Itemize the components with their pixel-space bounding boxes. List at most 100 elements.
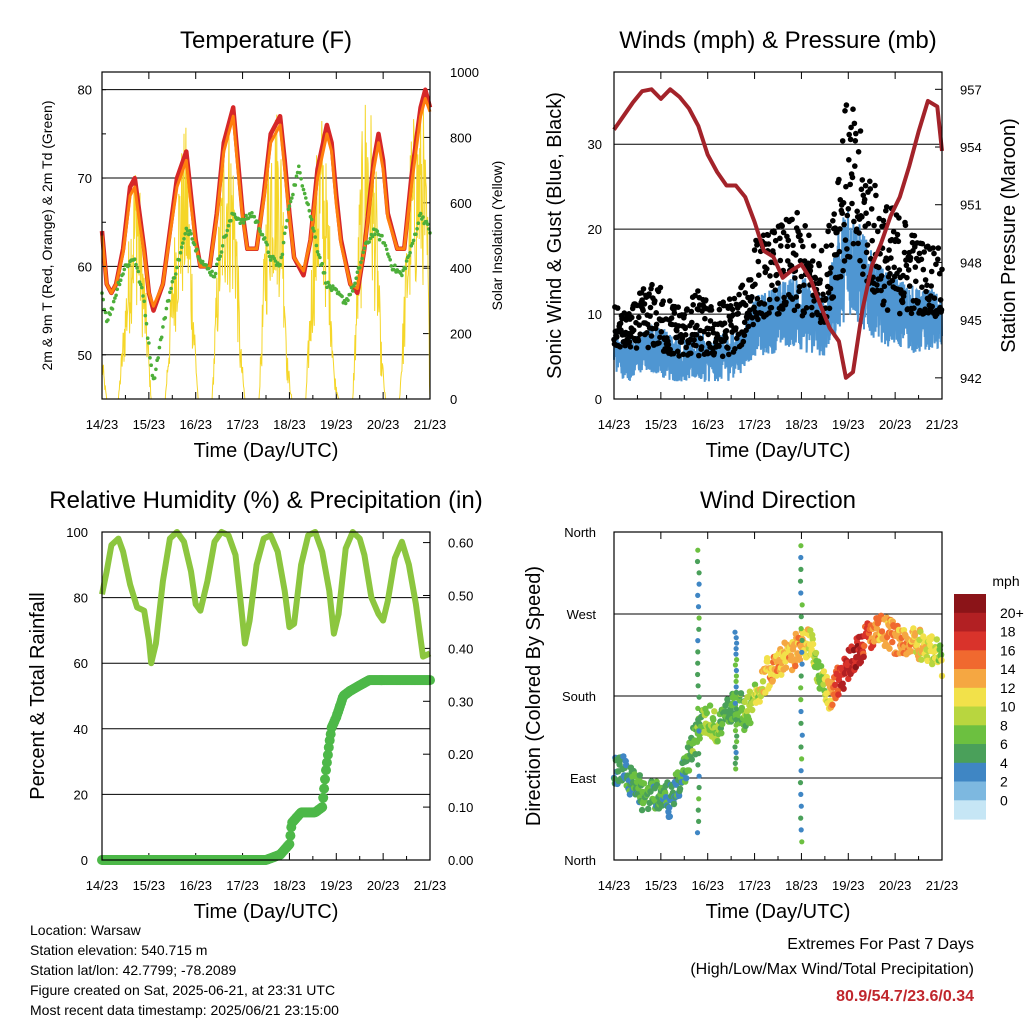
gust-point (844, 212, 851, 219)
gust-point (852, 163, 858, 169)
gust-point (816, 262, 822, 269)
dewpoint-point (212, 274, 217, 279)
gust-point (765, 232, 771, 238)
gust-point (830, 294, 837, 300)
direction-point (737, 690, 745, 697)
dewpoint-point (159, 335, 164, 340)
y-tick-label: 70 (78, 171, 92, 186)
dewpoint-point (354, 276, 359, 281)
dewpoint-point (414, 232, 418, 236)
x-tick-label: 19/23 (320, 878, 353, 893)
dewpoint-point (168, 290, 172, 295)
dewpoint-point (263, 236, 267, 240)
y2-tick-label: 0.20 (448, 747, 473, 762)
dewpoint-point (179, 245, 184, 249)
direction-point (695, 547, 701, 553)
direction-point (623, 761, 630, 769)
dewpoint-point (293, 183, 298, 187)
gust-point (680, 351, 687, 358)
gust-point (771, 229, 778, 236)
gust-point (741, 319, 748, 326)
x-tick-label: 15/23 (133, 417, 166, 432)
gust-point (689, 319, 695, 326)
gust-point (749, 294, 755, 300)
gust-point (823, 295, 829, 302)
dewpoint-point (350, 289, 355, 293)
gust-point (648, 333, 655, 339)
direction-point (817, 663, 825, 670)
gust-point (707, 318, 714, 324)
direction-point (787, 652, 795, 659)
gust-point (619, 316, 625, 322)
direction-point (732, 728, 739, 734)
gust-point (751, 304, 757, 311)
direction-point (799, 637, 805, 644)
dewpoint-point (297, 164, 301, 169)
gust-point (653, 321, 660, 328)
created-text: Figure created on Sat, 2025-06-21, at 23… (30, 982, 336, 998)
gust-point (796, 288, 802, 295)
direction-point (626, 791, 634, 798)
dewpoint-point (346, 298, 350, 303)
dewpoint-point (424, 219, 429, 224)
direction-point (798, 685, 804, 691)
colorbar-tick-label: 18 (1000, 624, 1016, 640)
gust-point (679, 335, 686, 342)
recent-data-text: Most recent data timestamp: 2025/06/21 2… (30, 1002, 339, 1018)
x-tick-label: 20/23 (367, 417, 400, 432)
gust-point (863, 249, 870, 256)
y2-tick-label: 945 (960, 313, 982, 328)
colorbar-swatch (954, 800, 986, 820)
gust-point (848, 124, 854, 131)
gust-point (850, 106, 856, 112)
gust-point (921, 249, 927, 255)
gust-point (777, 257, 784, 264)
gust-point (644, 330, 650, 336)
plot-frame (613, 531, 943, 861)
direction-point (878, 628, 886, 635)
chart-title: Winds (mph) & Pressure (mb) (619, 27, 936, 54)
dewpoint-point (169, 286, 173, 291)
gust-point (889, 277, 896, 284)
gust-point (674, 327, 680, 334)
gust-point (930, 245, 936, 251)
gust-point (794, 303, 801, 309)
gust-point (653, 310, 659, 316)
direction-point (733, 706, 740, 712)
x-tick-label: 17/23 (226, 878, 259, 893)
colorbar-swatch (954, 631, 986, 651)
gust-point (857, 257, 863, 264)
gust-point (830, 218, 836, 224)
gust-point (693, 332, 700, 338)
gust-point (688, 308, 695, 315)
gust-point (649, 281, 655, 288)
rainfall-point (320, 774, 330, 785)
direction-point (839, 680, 846, 687)
direction-point (696, 773, 702, 779)
direction-point (695, 671, 701, 678)
gust-point (902, 222, 909, 229)
direction-point (797, 780, 804, 786)
gust-point (908, 310, 915, 317)
dewpoint-point (140, 285, 144, 290)
dewpoint-point (170, 279, 175, 284)
y2-tick-label: 957 (960, 82, 982, 97)
direction-point (860, 653, 867, 660)
gust-point (812, 275, 819, 282)
gust-point (775, 280, 781, 286)
dewpoint-point (393, 263, 397, 268)
x-tick-label: 17/23 (226, 417, 259, 432)
direction-point (695, 705, 701, 712)
direction-point (696, 796, 702, 802)
gust-point (901, 290, 907, 296)
gust-point (681, 312, 688, 318)
dewpoint-point (375, 229, 380, 233)
gust-point (793, 252, 799, 258)
direction-point (733, 749, 739, 756)
direction-point (799, 839, 805, 845)
direction-point (673, 781, 680, 788)
gust-point (857, 128, 864, 134)
gust-point (922, 277, 929, 283)
gust-point (627, 344, 634, 350)
gust-point (647, 313, 653, 319)
